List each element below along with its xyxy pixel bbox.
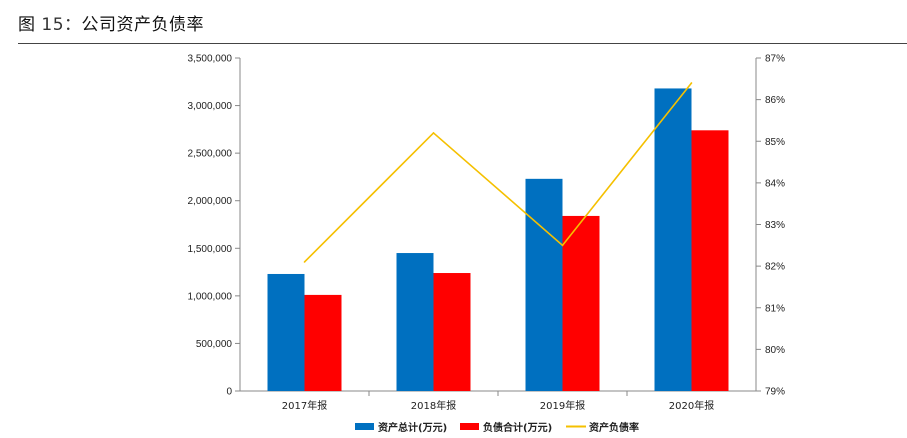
figure-caption: 公司资产负债率 (81, 15, 205, 35)
bar-assets (654, 88, 692, 392)
x-category-label: 2020年报 (669, 399, 714, 412)
legend-swatch (460, 423, 479, 430)
bar-liabilities (304, 294, 342, 391)
line-point-debt-ratio (432, 132, 435, 134)
legend-swatch (355, 423, 374, 430)
y-right-tick-label: 87% (765, 54, 785, 65)
figure-label: 图 (18, 15, 36, 35)
y-right-tick-label: 79% (765, 387, 785, 398)
bar-liabilities (433, 273, 471, 391)
figure-title: 图 15：公司资产负债率 (18, 10, 204, 35)
bar-liabilities (691, 130, 729, 391)
line-point-debt-ratio (303, 261, 306, 263)
y-left-tick-label: 3,000,000 (188, 101, 233, 112)
y-right-tick-label: 86% (765, 95, 785, 106)
bar-assets (525, 178, 563, 391)
y-right-tick-label: 82% (765, 262, 785, 273)
bar-assets (396, 253, 434, 391)
bar-assets (267, 273, 305, 391)
y-right-tick-label: 85% (765, 137, 785, 148)
line-point-debt-ratio (690, 82, 693, 84)
y-left-tick-label: 3,500,000 (188, 54, 233, 65)
legend-label: 资产负债率 (589, 421, 639, 434)
x-category-label: 2017年报 (282, 399, 327, 412)
y-left-tick-label: 2,000,000 (188, 196, 233, 207)
y-right-tick-label: 81% (765, 303, 785, 314)
bar-liabilities (562, 215, 600, 391)
figure-number: 15： (41, 15, 82, 35)
y-right-tick-label: 83% (765, 220, 785, 231)
y-left-tick-label: 0 (226, 387, 232, 398)
y-left-tick-label: 2,500,000 (188, 149, 233, 160)
legend-label: 负债合计(万元) (483, 421, 552, 434)
title-rule (18, 43, 907, 44)
legend-label: 资产总计(万元) (378, 421, 447, 434)
y-left-tick-label: 500,000 (196, 339, 233, 350)
y-left-tick-label: 1,000,000 (188, 291, 233, 302)
x-category-label: 2019年报 (540, 399, 585, 412)
y-left-tick-label: 1,500,000 (188, 244, 233, 255)
x-category-label: 2018年报 (411, 399, 456, 412)
line-point-debt-ratio (561, 244, 564, 247)
y-right-tick-label: 84% (765, 178, 785, 189)
line-debt-ratio (303, 82, 693, 263)
y-right-tick-label: 80% (765, 345, 785, 356)
